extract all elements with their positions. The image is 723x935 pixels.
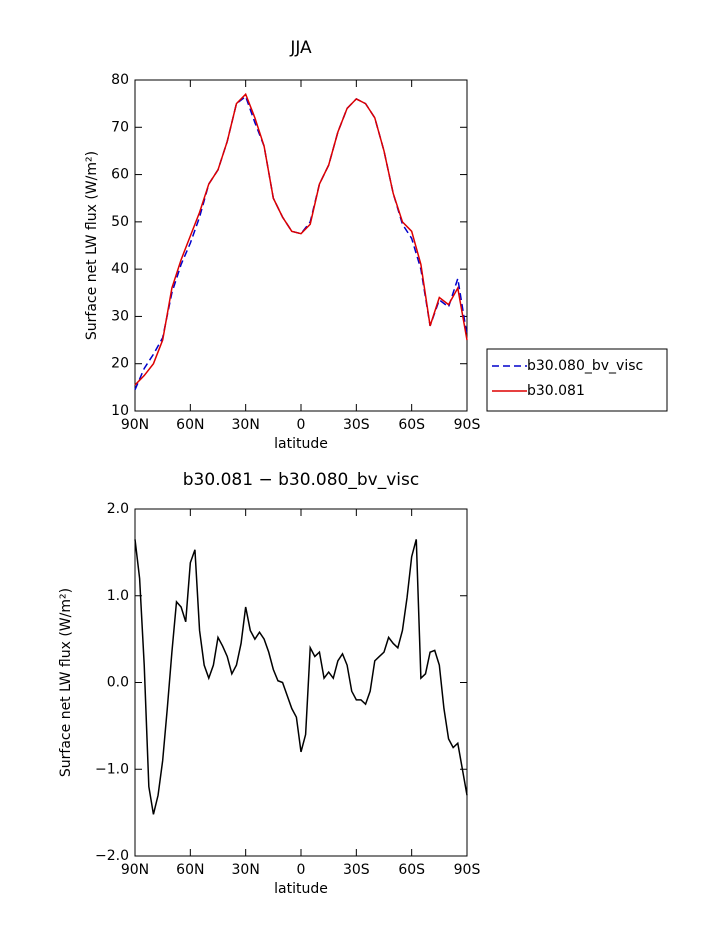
x-tick-label: 60N	[176, 417, 204, 433]
y-axis-label: Surface net LW flux (W/m²)	[84, 151, 100, 340]
x-axis-label: latitude	[274, 436, 328, 452]
x-tick-label: 90N	[121, 417, 149, 433]
x-tick-label: 30N	[232, 862, 260, 878]
y-axis-label: Surface net LW flux (W/m²)	[58, 588, 74, 777]
x-tick-label: 30S	[343, 862, 370, 878]
y-tick-label: 80	[111, 72, 129, 88]
y-tick-label: 1.0	[107, 588, 129, 604]
y-tick-label: 2.0	[107, 501, 129, 517]
y-tick-label: 0.0	[107, 675, 129, 691]
y-tick-label: −2.0	[95, 848, 129, 864]
y-tick-label: −1.0	[95, 761, 129, 777]
y-tick-label: 20	[111, 356, 129, 372]
x-tick-label: 60S	[398, 862, 425, 878]
x-tick-label: 0	[297, 862, 306, 878]
legend-label: b30.080_bv_visc	[527, 358, 643, 374]
y-tick-label: 10	[111, 403, 129, 419]
legend-label: b30.081	[527, 383, 585, 399]
plot-frame	[134, 79, 468, 412]
y-tick-label: 70	[111, 119, 129, 135]
x-tick-label: 60S	[398, 417, 425, 433]
y-tick-label: 50	[111, 214, 129, 230]
x-tick-label: 30N	[232, 417, 260, 433]
chart-title: b30.081 − b30.080_bv_visc	[183, 470, 419, 490]
x-tick-label: 0	[297, 417, 306, 433]
x-tick-label: 30S	[343, 417, 370, 433]
series-line	[134, 95, 468, 391]
series-line	[134, 92, 468, 386]
x-axis-label: latitude	[274, 881, 328, 897]
x-tick-label: 60N	[176, 862, 204, 878]
legend-box	[486, 348, 668, 412]
x-tick-label: 90N	[121, 862, 149, 878]
data-line	[134, 539, 468, 815]
chart-title: JJA	[289, 38, 312, 58]
y-tick-label: 40	[111, 261, 129, 277]
x-tick-label: 90S	[454, 417, 481, 433]
x-tick-label: 90S	[454, 862, 481, 878]
y-tick-label: 60	[111, 167, 129, 183]
y-tick-label: 30	[111, 308, 129, 324]
